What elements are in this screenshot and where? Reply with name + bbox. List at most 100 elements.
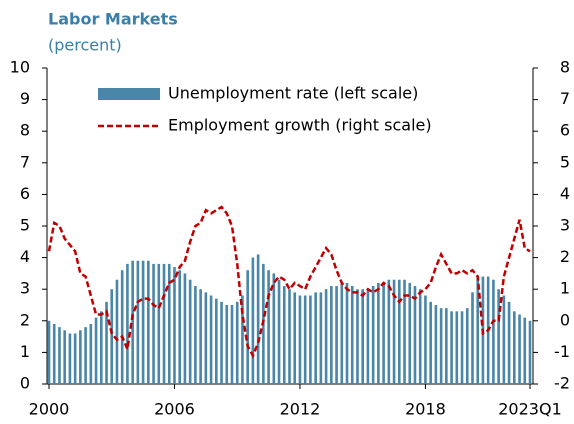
y2-tick-label: 0 xyxy=(560,310,570,329)
bar xyxy=(293,292,297,384)
bar xyxy=(152,263,155,384)
bar xyxy=(528,320,532,384)
x-tick-label: 2018 xyxy=(405,400,446,419)
y2-tick-label: 4 xyxy=(560,184,570,203)
y-tick-label: 2 xyxy=(20,310,30,329)
bar xyxy=(220,301,223,384)
y-tick-label: 3 xyxy=(20,279,30,298)
bar xyxy=(298,295,302,384)
bar xyxy=(105,301,108,384)
bar xyxy=(214,298,218,384)
bar xyxy=(356,289,359,384)
bar xyxy=(288,289,291,384)
bar xyxy=(413,286,417,384)
bar xyxy=(319,292,323,384)
y-tick-label: 7 xyxy=(20,152,30,171)
bar xyxy=(502,295,506,384)
bar xyxy=(277,279,281,384)
bar xyxy=(99,311,103,384)
y2-tick-label: 3 xyxy=(560,216,570,235)
legend-label: Unemployment rate (left scale) xyxy=(168,84,418,103)
bar xyxy=(173,267,176,384)
x-tick-label: 2023Q1 xyxy=(498,400,562,419)
bar xyxy=(141,260,145,384)
legend-swatch xyxy=(98,88,160,100)
bar xyxy=(324,289,328,384)
bar xyxy=(518,314,521,384)
bar xyxy=(126,263,129,384)
bar xyxy=(303,295,307,384)
bar xyxy=(178,270,182,384)
bar xyxy=(230,305,234,384)
bar xyxy=(47,320,51,384)
bar xyxy=(392,279,396,384)
bar xyxy=(497,289,500,384)
bar xyxy=(439,308,443,384)
y2-tick-label: 6 xyxy=(560,121,570,140)
bar xyxy=(330,286,333,384)
y-tick-label: 9 xyxy=(20,89,30,108)
y-tick-label: 5 xyxy=(20,216,30,235)
line xyxy=(47,205,531,359)
x-tick-label: 2012 xyxy=(280,400,321,419)
bar xyxy=(382,282,385,384)
bar xyxy=(115,279,119,384)
bar xyxy=(68,333,72,384)
y-tick-label: 10 xyxy=(10,58,30,77)
bar xyxy=(450,311,453,384)
bar xyxy=(455,311,459,384)
bar xyxy=(408,282,412,384)
bar xyxy=(371,286,375,384)
bar xyxy=(377,282,380,384)
bar xyxy=(79,330,82,384)
bar xyxy=(157,263,161,384)
bar xyxy=(84,327,87,384)
y2-tick-label: 7 xyxy=(560,89,570,108)
bar xyxy=(183,273,187,384)
bar xyxy=(204,292,208,384)
bar xyxy=(120,270,124,384)
bar xyxy=(309,295,312,384)
bar xyxy=(460,311,464,384)
bar xyxy=(89,323,93,384)
bar xyxy=(465,308,469,384)
y2-tick-label: -2 xyxy=(554,374,570,393)
bar xyxy=(403,279,406,384)
bar xyxy=(397,279,401,384)
y2-tick-label: 2 xyxy=(560,247,570,266)
y2-tick-label: -1 xyxy=(554,342,570,361)
bar xyxy=(52,323,56,384)
legend-label: Employment growth (right scale) xyxy=(168,116,432,135)
bar xyxy=(523,317,527,384)
bar xyxy=(314,292,317,384)
bar xyxy=(94,317,98,384)
bar xyxy=(167,263,171,384)
bar xyxy=(387,279,391,384)
bar xyxy=(507,301,511,384)
y-tick-label: 4 xyxy=(20,247,30,266)
bar xyxy=(188,279,192,384)
y-tick-label: 6 xyxy=(20,184,30,203)
bar xyxy=(350,286,354,384)
bar xyxy=(209,295,213,384)
bar xyxy=(476,276,480,384)
bar xyxy=(424,295,427,384)
bar xyxy=(235,301,239,384)
bar xyxy=(110,289,114,384)
y-tick-label: 8 xyxy=(20,121,30,140)
chart-title: Labor Markets xyxy=(48,10,178,29)
y2-tick-label: 1 xyxy=(560,279,570,298)
bar xyxy=(267,270,270,384)
bar xyxy=(73,333,77,384)
bar xyxy=(513,311,516,384)
y2-tick-label: 8 xyxy=(560,58,570,77)
y-tick-label: 1 xyxy=(20,342,30,361)
bar xyxy=(345,282,349,384)
y2-tick-label: 5 xyxy=(560,152,570,171)
bar xyxy=(445,308,448,384)
bar xyxy=(366,289,370,384)
bar xyxy=(251,257,255,384)
bar xyxy=(340,282,344,384)
bar xyxy=(162,263,166,384)
bar xyxy=(136,260,140,384)
